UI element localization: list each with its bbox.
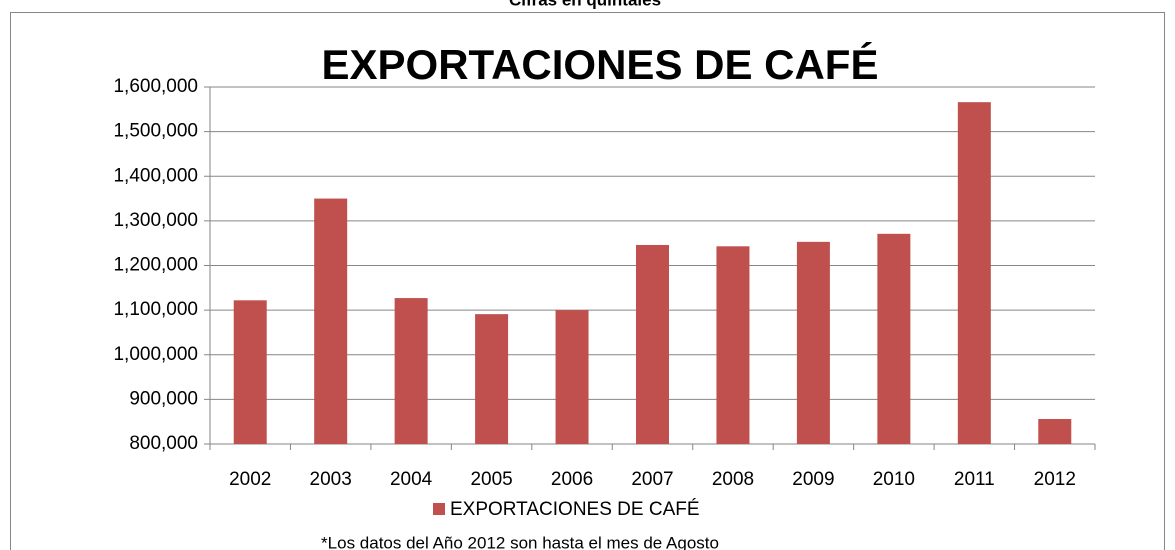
x-tick-label: 2010 — [873, 469, 915, 490]
chart-note: *Los datos del Año 2012 son hasta el mes… — [321, 533, 719, 550]
bar — [555, 310, 589, 444]
legend-label: EXPORTACIONES DE CAFÉ — [450, 499, 700, 520]
x-tick-label: 2008 — [712, 469, 754, 490]
y-tick-label: 800,000 — [129, 433, 198, 454]
bar — [716, 246, 750, 444]
x-tick-label: 2004 — [390, 469, 433, 490]
bar — [475, 314, 509, 444]
y-tick-label: 1,300,000 — [113, 210, 198, 231]
bar — [636, 244, 669, 444]
x-tick-label: 2007 — [631, 469, 673, 490]
bar — [394, 298, 428, 444]
y-tick-label: 1,000,000 — [113, 344, 198, 365]
x-tick-label: 2002 — [229, 469, 271, 490]
x-tick-label: 2005 — [470, 469, 512, 490]
bar — [314, 198, 348, 444]
y-tick-label: 900,000 — [129, 388, 198, 409]
legend-swatch — [433, 503, 445, 515]
bar — [233, 300, 267, 444]
y-tick-label: 1,100,000 — [113, 299, 198, 320]
chart-title: EXPORTACIONES DE CAFÉ — [322, 41, 879, 88]
y-tick-label: 1,500,000 — [113, 121, 198, 142]
x-tick-label: 2003 — [310, 469, 352, 490]
y-tick-label: 1,200,000 — [113, 255, 198, 276]
bar — [1038, 419, 1072, 444]
chart-subtitle: Cifras en quintales — [509, 0, 661, 9]
x-tick-label: 2009 — [792, 469, 834, 490]
bar — [877, 233, 911, 444]
x-tick-label: 2011 — [954, 469, 995, 490]
x-tick-label: 2012 — [1034, 469, 1076, 490]
y-tick-label: 1,600,000 — [113, 76, 198, 97]
x-tick-label: 2006 — [551, 469, 593, 490]
bar — [796, 241, 830, 444]
y-tick-label: 1,400,000 — [113, 165, 198, 186]
bar — [957, 102, 991, 445]
